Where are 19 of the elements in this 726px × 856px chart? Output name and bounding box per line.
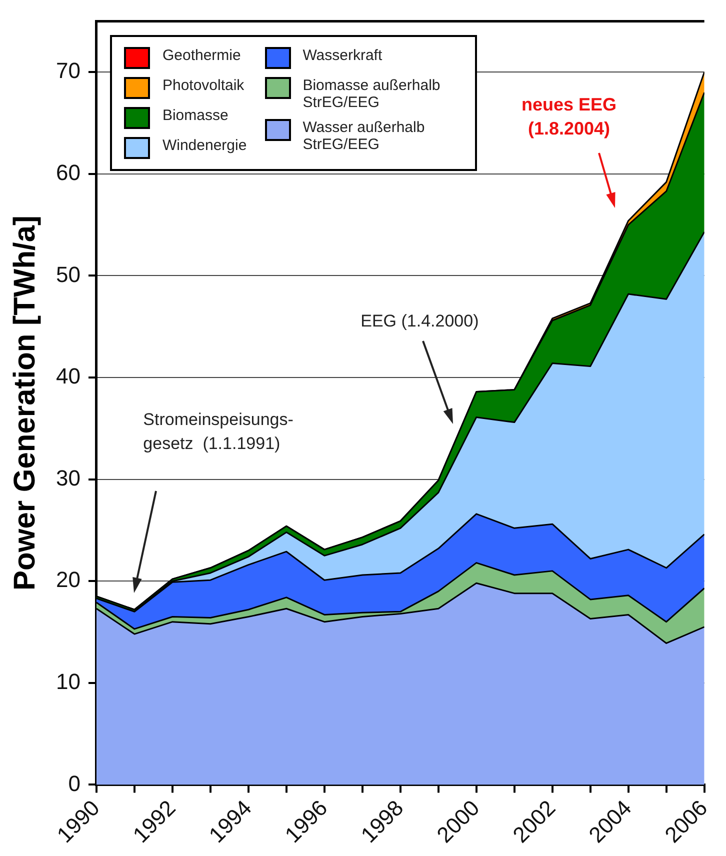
legend-label: Wasserkraft <box>302 47 382 64</box>
legend-label: Windenergie <box>162 137 247 154</box>
y-tick-label: 40 <box>56 364 80 389</box>
legend-label: Wasser außerhalb StrEG/EEG <box>302 119 426 154</box>
legend-label: Biomasse außerhalb StrEG/EEG <box>302 77 442 112</box>
y-tick-label: 50 <box>56 262 80 287</box>
annotation: Stromeinspeisungs- gesetz (1.1.1991) <box>143 410 294 454</box>
y-tick-label: 60 <box>56 160 80 185</box>
annotation: EEG (1.4.2000) <box>360 311 479 330</box>
y-tick-label: 20 <box>56 567 80 592</box>
y-axis-title: Power Generation [TWh/a] <box>8 215 42 590</box>
y-tick-label: 10 <box>56 668 80 694</box>
legend-label: Photovoltaik <box>162 77 244 94</box>
y-tick-label: 70 <box>56 58 80 84</box>
y-tick-label: 0 <box>68 770 80 796</box>
legend-label: Biomasse <box>162 107 228 124</box>
legend-label: Geothermie <box>162 47 241 64</box>
y-tick-label: 30 <box>56 465 80 490</box>
annotation: neues EEG (1.8.2004) <box>521 94 616 138</box>
